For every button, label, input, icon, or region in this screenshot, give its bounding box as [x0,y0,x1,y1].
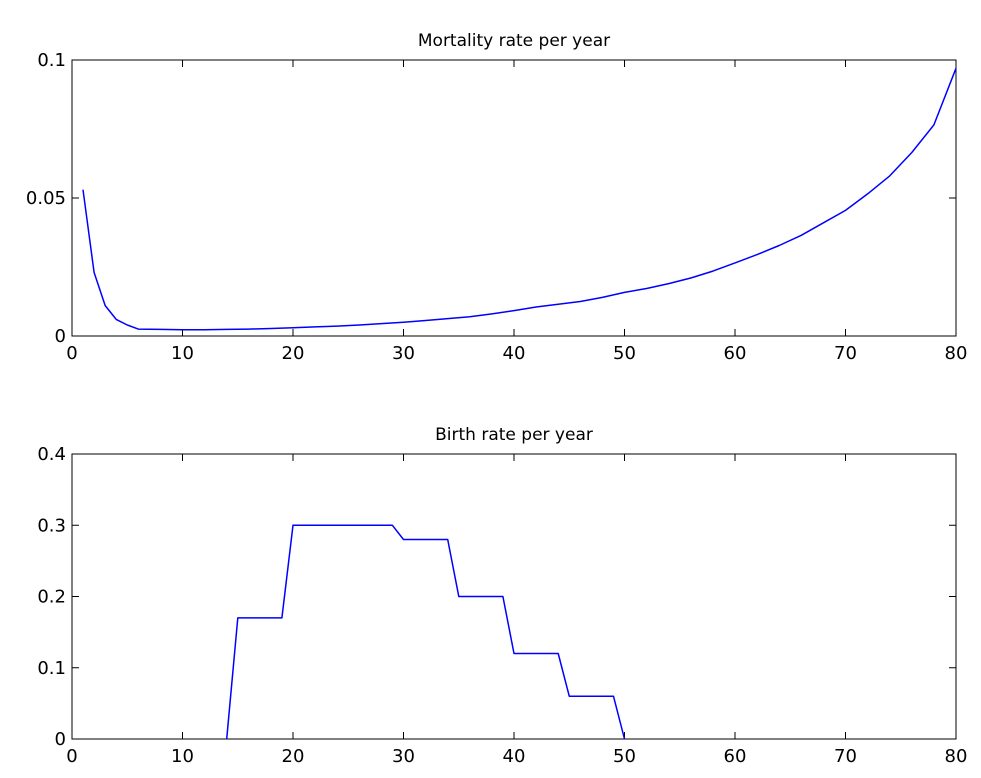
series-line [225,524,626,740]
x-tick-label: 60 [724,746,747,767]
y-tick-label: 0.1 [37,50,66,71]
x-tick-label: 20 [282,343,305,364]
x-tick-label: 40 [503,746,526,767]
x-tick-label: 50 [613,343,636,364]
birth-rate-chart: Birth rate per year 0 10 20 30 40 50 60 70 80 0 0.1… [37,425,967,767]
y-tick-label: 0.1 [37,658,66,679]
axes-frame [71,59,957,337]
x-tick-label: 80 [945,746,968,767]
y-tick-label: 0.3 [37,515,66,536]
x-tick-label: 0 [66,343,77,364]
chart-title: Mortality rate per year [418,31,610,51]
x-tick-label: 0 [66,746,77,767]
x-tick-label: 30 [392,343,415,364]
series-line [82,68,957,331]
chart-title: Birth rate per year [435,425,593,445]
x-tick-label: 50 [613,746,636,767]
x-tick-label: 60 [724,343,747,364]
x-tick-label: 40 [503,343,526,364]
y-tick-label: 0.2 [37,587,66,608]
x-tick-label: 10 [171,746,194,767]
axes-frame [71,453,957,740]
x-tick-label: 20 [282,746,305,767]
mortality-rate-chart: Mortality rate per year 0 10 20 30 40 50 60 70 80… [26,31,968,364]
y-tick-label: 0.4 [37,444,66,465]
y-tick-label: 0 [55,326,66,347]
y-tick-label: 0.05 [26,188,66,209]
x-tick-label: 80 [945,343,968,364]
x-tick-label: 30 [392,746,415,767]
x-tick-label: 10 [171,343,194,364]
y-tick-label: 0 [55,729,66,750]
x-tick-label: 70 [834,343,857,364]
x-tick-label: 70 [834,746,857,767]
